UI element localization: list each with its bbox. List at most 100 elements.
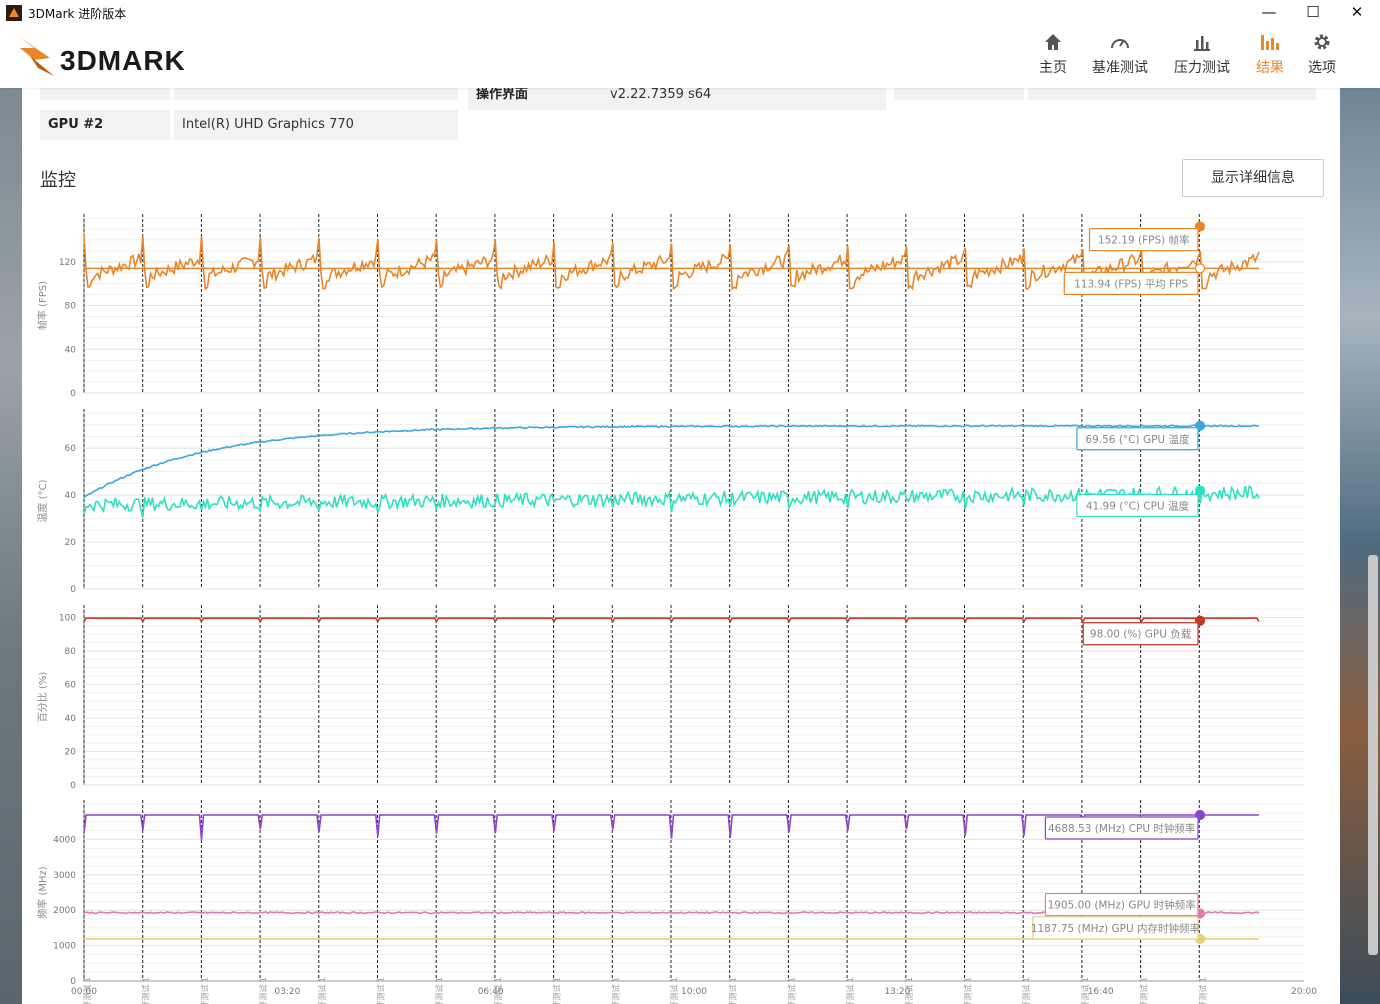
x-tick-label: 10:00 bbox=[681, 987, 707, 997]
y-tick-label: 120 bbox=[59, 258, 76, 268]
y-tick-label: 0 bbox=[70, 389, 76, 399]
maximize-button[interactable]: ☐ bbox=[1306, 3, 1320, 21]
value-label-box bbox=[1032, 916, 1199, 940]
gauge-icon bbox=[1088, 32, 1152, 58]
monitoring-title: 监控 bbox=[40, 170, 76, 191]
scrollbar-thumb[interactable] bbox=[1368, 555, 1378, 955]
ui-version-label: 操作界面 bbox=[468, 88, 604, 110]
y-tick-label: 100 bbox=[59, 613, 76, 623]
results-icon bbox=[1248, 32, 1292, 58]
nav-results-label: 结果 bbox=[1256, 60, 1284, 76]
value-label: 69.56 (°C) GPU 温度 bbox=[1085, 433, 1190, 446]
y-tick-label: 2000 bbox=[53, 906, 76, 916]
x-tick-label: 20:00 bbox=[1291, 987, 1317, 997]
value-label-box bbox=[1044, 892, 1199, 917]
gpu2-value: Intel(R) UHD Graphics 770 bbox=[174, 110, 458, 140]
series-marker bbox=[1194, 263, 1206, 274]
y-axis-label: 温度 (°C) bbox=[36, 479, 49, 522]
loop-marker-label: 循环测试 1 bbox=[317, 977, 327, 1004]
ui-version-value: v2.22.7359 s64 bbox=[602, 88, 886, 110]
loop-marker-label: 循环测试 1 bbox=[845, 977, 855, 1004]
value-label: 41.99 (°C) CPU 温度 bbox=[1086, 499, 1190, 512]
loop-marker-label: 循环测试 1 bbox=[493, 977, 503, 1004]
background-art-left bbox=[0, 88, 22, 1004]
value-label-box bbox=[1076, 493, 1199, 518]
loop-marker-label: 循环测试 1 bbox=[728, 977, 738, 1004]
bar-chart-icon bbox=[1170, 32, 1234, 58]
loop-marker-label: 循环测试 1 bbox=[963, 977, 973, 1004]
y-tick-label: 4000 bbox=[53, 835, 76, 845]
app-icon bbox=[6, 5, 22, 21]
loop-marker-label: 循环测试 1 bbox=[1021, 977, 1031, 1004]
value-label: 113.94 (FPS) 平均 FPS bbox=[1074, 278, 1188, 290]
loop-marker-label: 循环测试 1 bbox=[141, 977, 151, 1004]
nav-home[interactable]: 主页 bbox=[1030, 32, 1076, 86]
x-tick-label: 03:20 bbox=[274, 987, 300, 997]
gpu2-label: GPU #2 bbox=[40, 110, 170, 140]
value-label-box bbox=[1063, 271, 1199, 295]
y-tick-label: 40 bbox=[65, 714, 77, 724]
minimize-button[interactable]: — bbox=[1261, 3, 1277, 21]
y-tick-label: 3000 bbox=[53, 871, 76, 881]
x-tick-label: 06:40 bbox=[478, 987, 504, 997]
value-label-box bbox=[1088, 227, 1199, 252]
nav-options[interactable]: 选项 bbox=[1300, 32, 1344, 86]
x-tick-label: 00:00 bbox=[71, 987, 97, 997]
y-tick-label: 60 bbox=[65, 680, 77, 690]
nav-benchmarks[interactable]: 基准测试 bbox=[1088, 32, 1152, 86]
x-tick-label: 13:20 bbox=[884, 987, 910, 997]
loop-marker-label: 循环测试 1 bbox=[1139, 977, 1149, 1004]
series-marker bbox=[1194, 485, 1206, 496]
loop-marker-label: 循环测试 1 bbox=[669, 977, 679, 1004]
window-titlebar: 3DMark 进阶版本 — ☐ ✕ bbox=[0, 0, 1380, 26]
value-label-box bbox=[1044, 816, 1199, 840]
series-line bbox=[83, 814, 1259, 840]
loop-marker-label: 循环测试 1 bbox=[1080, 977, 1090, 1004]
home-icon bbox=[1030, 32, 1076, 58]
loop-marker-label: 循环测试 1 bbox=[199, 977, 209, 1004]
info-cell-cut bbox=[40, 88, 170, 100]
value-label: 1187.75 (MHz) GPU 内存时钟频率 bbox=[1031, 922, 1200, 935]
y-tick-label: 60 bbox=[65, 444, 77, 454]
show-details-button[interactable]: 显示详细信息 bbox=[1182, 159, 1324, 197]
info-cell-cut bbox=[1028, 88, 1316, 100]
y-tick-label: 0 bbox=[70, 585, 76, 595]
y-tick-label: 80 bbox=[65, 647, 77, 657]
series-line bbox=[83, 234, 1260, 291]
y-tick-label: 20 bbox=[65, 538, 77, 548]
loop-marker-label: 循环测试 1 bbox=[904, 977, 914, 1004]
info-cell-cut bbox=[174, 88, 458, 100]
nav-stress-tests-label: 压力测试 bbox=[1174, 60, 1230, 76]
loop-marker-label: 循环测试 1 bbox=[258, 977, 268, 1004]
y-tick-label: 40 bbox=[65, 491, 77, 501]
y-axis-label: 百分比 (%) bbox=[37, 672, 49, 723]
loop-marker-label: 循环测试 1 bbox=[786, 977, 796, 1004]
y-tick-label: 80 bbox=[65, 302, 77, 312]
y-tick-label: 40 bbox=[65, 345, 77, 355]
x-tick-label: 16:40 bbox=[1088, 987, 1114, 997]
y-tick-label: 0 bbox=[70, 977, 76, 987]
close-button[interactable]: ✕ bbox=[1350, 3, 1364, 21]
nav-results[interactable]: 结果 bbox=[1248, 32, 1292, 86]
value-label: 4688.53 (MHz) CPU 时钟频率 bbox=[1048, 822, 1195, 835]
3dmark-logo[interactable]: 3DMARK bbox=[16, 34, 216, 84]
y-axis-label: 频率 (MHz) bbox=[36, 866, 49, 918]
app-header: 3DMARK 主页 基准测试 压力测试 结果 选项 bbox=[0, 26, 1380, 88]
nav-stress-tests[interactable]: 压力测试 bbox=[1170, 32, 1234, 86]
series-line bbox=[83, 424, 1260, 499]
loop-marker-label: 循环测试 1 bbox=[1197, 977, 1207, 1004]
y-tick-label: 20 bbox=[65, 747, 77, 757]
loop-marker-label: 循环测试 1 bbox=[434, 977, 444, 1004]
series-line bbox=[83, 483, 1260, 518]
results-content: 操作界面 v2.22.7359 s64 GPU #2 Intel(R) UHD … bbox=[22, 88, 1340, 1004]
value-label-box bbox=[1082, 622, 1199, 646]
value-label: 98.00 (%) GPU 负载 bbox=[1090, 628, 1192, 641]
info-cell-cut bbox=[894, 88, 1024, 100]
value-label: 1905.00 (MHz) GPU 时钟频率 bbox=[1048, 899, 1196, 912]
value-label: 152.19 (FPS) 帧率 bbox=[1098, 234, 1190, 247]
gear-icon bbox=[1300, 32, 1344, 58]
nav-options-label: 选项 bbox=[1308, 60, 1336, 76]
loop-marker-label: 循环测试 1 bbox=[552, 977, 562, 1004]
monitoring-chart: 0 40 80 120 帧率 (FPS) 152.19 (FPS) 帧率 113.94 (F… bbox=[36, 214, 1317, 1004]
series-line bbox=[83, 617, 1260, 624]
